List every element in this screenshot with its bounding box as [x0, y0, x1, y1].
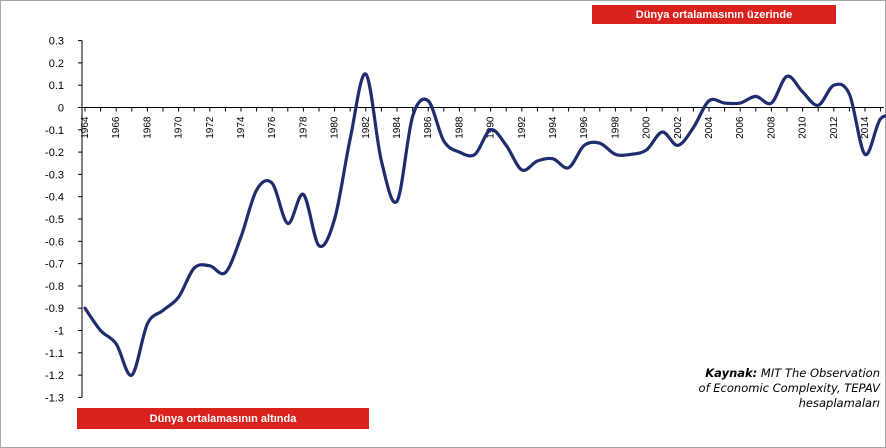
source-label: Kaynak:	[705, 366, 758, 380]
banner-above-world-average: Dünya ortalamasının üzerinde	[592, 5, 836, 24]
series-group	[83, 72, 886, 377]
x-tick-label: 1978	[298, 116, 309, 139]
x-tick-label: 1990	[486, 116, 497, 139]
x-tick-label: 1976	[267, 116, 278, 139]
x-tick-label: 1980	[330, 116, 341, 139]
x-tick-label: 1964	[80, 116, 91, 139]
x-tick-label: 1966	[111, 116, 122, 139]
x-tick-label: 1982	[361, 116, 372, 139]
y-tick-label: -0.7	[45, 259, 64, 271]
y-tick-label: -1.1	[45, 348, 64, 360]
y-tick-label: 0.2	[49, 58, 64, 70]
y-tick-label: -0.3	[45, 169, 64, 181]
x-tick-label: 1996	[579, 116, 590, 139]
y-tick-label: -0.5	[45, 214, 64, 226]
y-tick-label: -1	[54, 326, 64, 338]
y-tick-label: 0	[58, 103, 64, 115]
source-line-1: MIT The Observation	[760, 366, 880, 380]
y-tick-label: -0.9	[45, 303, 64, 315]
y-axis: 0.3 0.2 0.1 0 -0.1 -0.2 -0.3 -0.4 -0.5 -0.6 -0.7 -0…	[45, 36, 83, 404]
x-tick-label: 2004	[704, 116, 715, 139]
x-tick-label: 1972	[205, 116, 216, 139]
x-tick-label: 2000	[642, 116, 653, 139]
x-tick-label: 1992	[517, 116, 528, 139]
y-tick-label: 0.3	[49, 36, 64, 48]
x-tick-label: 2014	[860, 116, 871, 139]
x-tick-label: 1988	[454, 116, 465, 139]
y-tick-label: -0.8	[45, 281, 64, 293]
y-tick-label: -0.2	[45, 147, 64, 159]
y-tick-label: -0.6	[45, 236, 64, 248]
x-axis: 1964 1966 1968 1970 1972 1974 1976 1978 1980 1982…	[80, 107, 884, 139]
y-tick-label: -0.1	[45, 125, 64, 137]
x-tick-label: 1994	[548, 116, 559, 139]
x-tick-label: 1984	[392, 116, 403, 139]
x-tick-label: 2010	[798, 116, 809, 139]
x-tick-label: 1974	[236, 116, 247, 139]
banner-below-world-average: Dünya ortalamasının altında	[77, 408, 369, 429]
x-tick-label: 1968	[142, 116, 153, 139]
source-line-3: hesaplamaları	[798, 396, 880, 410]
y-tick-label: -1.2	[45, 370, 64, 382]
x-tick-label: 2012	[829, 116, 840, 139]
source-note: Kaynak: MIT The Observation of Economic …	[620, 366, 880, 411]
x-tick-label: 1998	[610, 116, 621, 139]
x-tick-label: 1986	[423, 116, 434, 139]
x-tick-label: 2006	[735, 116, 746, 139]
x-tick-label: 2002	[673, 116, 684, 139]
x-tick-label: 1970	[174, 116, 185, 139]
series-line	[83, 72, 886, 377]
y-tick-label: -0.4	[45, 192, 64, 204]
y-tick-label: -1.3	[45, 392, 64, 404]
y-tick-label: 0.1	[49, 80, 64, 92]
x-tick-label: 2008	[766, 116, 777, 139]
source-line-2: of Economic Complexity, TEPAV	[698, 381, 880, 395]
